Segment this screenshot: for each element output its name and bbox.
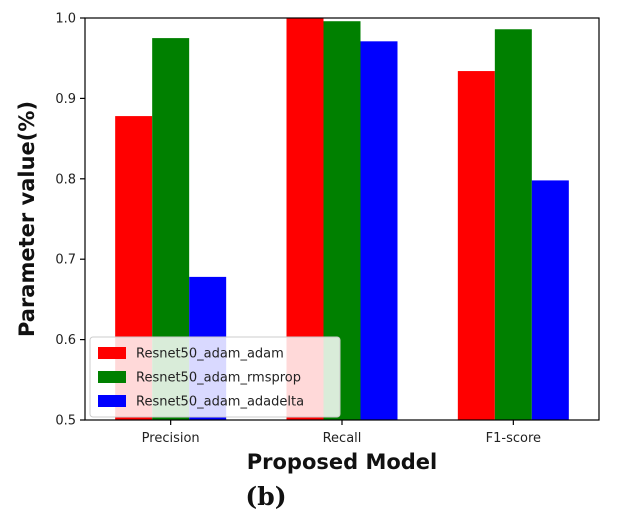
x-axis-ticks: Precision Recall F1-score [142,420,541,446]
y-axis-ticks: 0.5 0.6 0.7 0.8 0.9 1.0 [55,12,85,429]
legend: Resnet50_adam_adam Resnet50_adam_rmsprop R… [89,336,341,418]
legend-swatch-resnet50-adam-adam [98,347,126,359]
x-axis-title: Proposed Model [247,450,438,474]
legend-box [89,336,341,418]
legend-swatch-resnet50-adam-rmsprop [98,371,126,383]
bar-f1-score-resnet50-adam-adadelta [531,180,569,420]
bar-f1-score-resnet50-adam-rmsprop [494,29,532,420]
y-axis-title: Parameter value(%) [15,101,39,337]
figure-caption: (b) [245,482,286,511]
legend-label-resnet50-adam-rmsprop: Resnet50_adam_rmsprop [136,371,301,386]
x-tick-label-precision: Precision [142,431,200,446]
x-tick-label-f1-score: F1-score [486,431,541,446]
bar-recall-resnet50-adam-adadelta [360,41,398,420]
y-tick-label: 1.0 [55,12,76,27]
y-tick-label: 0.6 [55,333,76,348]
bars-layer [115,18,569,420]
legend-label-resnet50-adam-adadelta: Resnet50_adam_adadelta [136,395,304,410]
x-tick-label-recall: Recall [323,431,362,446]
y-tick-label: 0.9 [55,92,76,107]
y-tick-label: 0.7 [55,253,76,268]
y-tick-label: 0.5 [55,414,76,429]
legend-label-resnet50-adam-adam: Resnet50_adam_adam [136,347,284,362]
y-tick-label: 0.8 [55,172,76,187]
bar-f1-score-resnet50-adam-adam [457,71,495,420]
legend-swatch-resnet50-adam-adadelta [98,395,126,407]
